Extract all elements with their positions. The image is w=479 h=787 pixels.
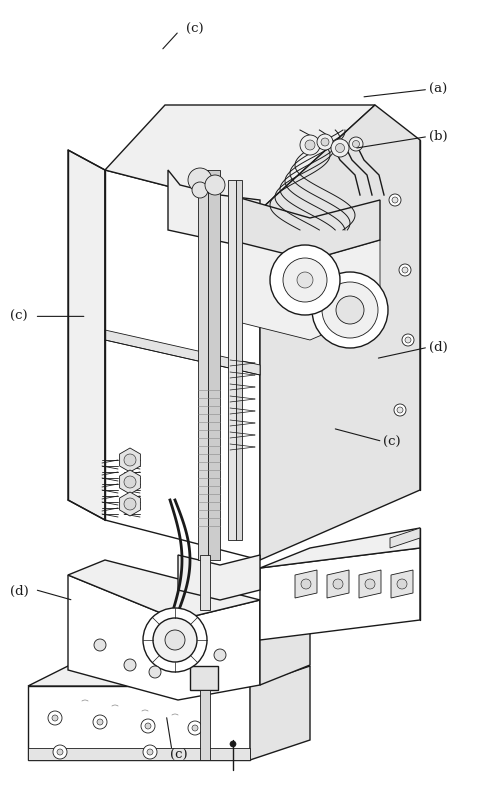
Polygon shape <box>198 170 208 560</box>
Polygon shape <box>236 180 242 540</box>
Circle shape <box>283 258 327 302</box>
Text: (d): (d) <box>429 342 447 354</box>
Circle shape <box>402 267 408 273</box>
Polygon shape <box>68 575 260 700</box>
Polygon shape <box>28 748 250 760</box>
Circle shape <box>331 139 349 157</box>
Polygon shape <box>120 448 140 472</box>
Polygon shape <box>200 555 210 610</box>
Circle shape <box>214 649 226 661</box>
Text: (a): (a) <box>429 83 447 96</box>
Polygon shape <box>190 666 218 690</box>
Circle shape <box>141 719 155 733</box>
Polygon shape <box>120 470 140 494</box>
Circle shape <box>322 282 378 338</box>
Circle shape <box>188 721 202 735</box>
Polygon shape <box>391 570 413 598</box>
Circle shape <box>336 296 364 324</box>
Text: (c): (c) <box>10 310 27 323</box>
Circle shape <box>94 639 106 651</box>
Circle shape <box>270 245 340 315</box>
Circle shape <box>365 579 375 589</box>
Circle shape <box>124 454 136 466</box>
Circle shape <box>93 715 107 729</box>
Circle shape <box>399 264 411 276</box>
Circle shape <box>124 476 136 488</box>
Circle shape <box>405 337 411 343</box>
Polygon shape <box>295 570 317 598</box>
Circle shape <box>301 579 311 589</box>
Circle shape <box>48 711 62 725</box>
Circle shape <box>353 141 360 147</box>
Circle shape <box>300 135 320 155</box>
Polygon shape <box>230 230 380 340</box>
Polygon shape <box>120 492 140 516</box>
Circle shape <box>335 143 344 153</box>
Circle shape <box>205 175 225 195</box>
Circle shape <box>143 608 207 672</box>
Polygon shape <box>200 690 210 760</box>
Circle shape <box>321 138 329 146</box>
Circle shape <box>230 741 236 747</box>
Polygon shape <box>250 666 310 760</box>
Polygon shape <box>208 170 220 560</box>
Circle shape <box>333 579 343 589</box>
Polygon shape <box>327 570 349 598</box>
Circle shape <box>402 334 414 346</box>
Polygon shape <box>105 170 260 560</box>
Circle shape <box>145 723 151 729</box>
Circle shape <box>147 749 153 755</box>
Circle shape <box>165 630 185 650</box>
Text: (c): (c) <box>186 23 204 35</box>
Polygon shape <box>68 150 105 520</box>
Circle shape <box>97 719 103 725</box>
Circle shape <box>389 194 401 206</box>
Circle shape <box>53 745 67 759</box>
Text: (c): (c) <box>383 436 401 449</box>
Circle shape <box>188 168 212 192</box>
Text: (b): (b) <box>429 131 447 143</box>
Circle shape <box>394 404 406 416</box>
Polygon shape <box>68 560 260 620</box>
Circle shape <box>143 745 157 759</box>
Polygon shape <box>228 180 236 540</box>
Polygon shape <box>230 195 380 260</box>
Circle shape <box>397 407 403 413</box>
Polygon shape <box>28 666 310 686</box>
Polygon shape <box>168 170 260 250</box>
Polygon shape <box>105 105 375 210</box>
Circle shape <box>297 272 313 288</box>
Polygon shape <box>260 580 310 685</box>
Circle shape <box>192 182 208 198</box>
Polygon shape <box>359 570 381 598</box>
Circle shape <box>305 140 315 150</box>
Polygon shape <box>28 686 250 760</box>
Polygon shape <box>260 548 420 640</box>
Circle shape <box>57 749 63 755</box>
Circle shape <box>349 137 363 151</box>
Circle shape <box>52 715 58 721</box>
Circle shape <box>124 498 136 510</box>
Circle shape <box>124 659 136 671</box>
Circle shape <box>192 725 198 731</box>
Polygon shape <box>105 330 260 375</box>
Circle shape <box>392 197 398 203</box>
Polygon shape <box>260 105 420 560</box>
Circle shape <box>312 272 388 348</box>
Circle shape <box>153 618 197 662</box>
Text: (d): (d) <box>10 586 28 598</box>
Circle shape <box>149 666 161 678</box>
Polygon shape <box>178 555 260 600</box>
Text: (c): (c) <box>170 749 188 762</box>
Polygon shape <box>260 528 420 568</box>
Circle shape <box>397 579 407 589</box>
Circle shape <box>317 134 333 150</box>
Polygon shape <box>390 528 420 548</box>
